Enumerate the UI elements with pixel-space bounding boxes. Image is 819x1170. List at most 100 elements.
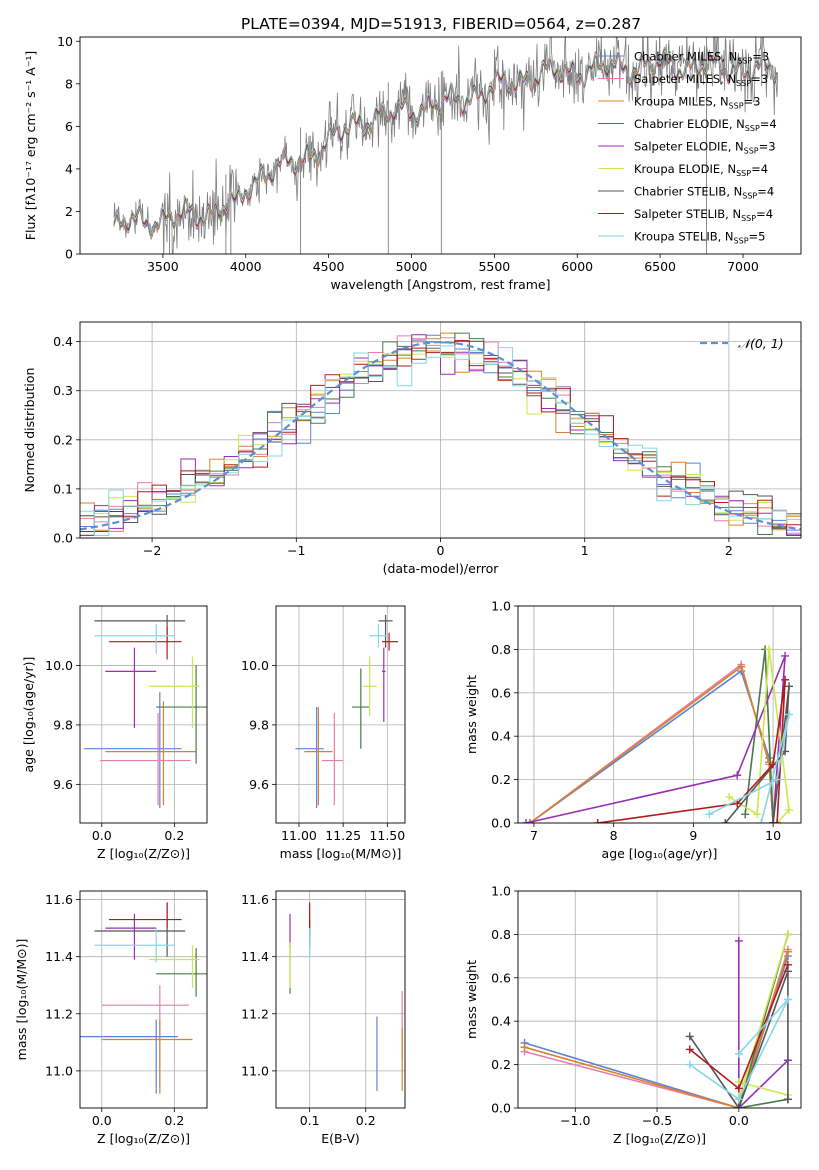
weight-marker: [685, 1032, 694, 1041]
age_vs_mass-plot-area: [295, 614, 398, 809]
errorbar-salpeter-stelib: [109, 902, 182, 929]
legend-entry-sub: SSP: [744, 147, 759, 156]
errorbar-chabrier-elodie: [351, 668, 370, 749]
legend-entry: Chabrier STELIB, NSSP=4: [634, 185, 774, 201]
x-tick-label: 11.00: [281, 828, 317, 843]
weight_vs_age-plot-area: [521, 645, 794, 823]
errorbar-kroupa-elodie: [148, 656, 200, 728]
legend-entry-sub: SSP: [741, 214, 756, 223]
errorbar-salpeter-miles: [321, 713, 344, 806]
weight-marker: [721, 819, 730, 823]
x-tick-label: 8: [610, 828, 618, 843]
y-tick-label: 9.8: [53, 717, 73, 732]
legend-entry-sub: SSP: [737, 57, 752, 66]
weight_vs_Z-xlabel: Z [log₁₀(Z/Z⊙)]: [613, 1131, 706, 1146]
errorbar-kroupa-stelib: [369, 623, 388, 648]
x-tick-label: −2: [143, 543, 161, 558]
y-tick-label: 9.6: [249, 777, 269, 792]
spectrum-plot-area: [113, 37, 778, 254]
weight-marker: [725, 792, 734, 801]
weight-marker: [783, 995, 792, 1004]
mass_vs_Z-ylabel: mass [log₁₀(M/M⊙)]: [14, 939, 29, 1061]
y-tick-label: 11.2: [45, 1006, 73, 1021]
weight-marker: [783, 960, 792, 969]
y-tick-label: 0.2: [53, 432, 73, 447]
errorbar-kroupa-stelib: [94, 928, 175, 963]
weight-line-kroupa-stelib: [685, 995, 792, 1104]
y-tick-label: 9.6: [53, 777, 73, 792]
x-tick-label: 4000: [230, 259, 262, 274]
weight-marker: [785, 682, 794, 691]
x-tick-label: 0.0: [92, 1113, 112, 1128]
weight-marker: [733, 771, 742, 780]
weight-path: [689, 998, 789, 1101]
x-tick-label: −0.5: [642, 1113, 672, 1128]
y-tick-label: 0.2: [491, 1057, 511, 1072]
weight-marker: [757, 819, 766, 823]
y-tick-label: 11.0: [241, 1063, 269, 1078]
x-tick-label: 0.0: [729, 1113, 749, 1128]
y-tick-label: 11.4: [241, 949, 269, 964]
legend-entry-name: Salpeter STELIB, N: [634, 207, 741, 221]
y-tick-label: 0.8: [491, 927, 511, 942]
age_vs_Z-ylabel: age [log₁₀(age/yr)]: [21, 657, 36, 773]
residuals-xlabel: (data-model)/error: [383, 561, 500, 576]
errorbar-kroupa-stelib: [94, 623, 175, 654]
weight-marker: [769, 819, 778, 823]
weight-marker: [685, 1060, 694, 1069]
legend-entry-count: =4: [760, 117, 777, 131]
mass_vs_ebv-plot-area: [289, 902, 403, 1091]
reference-legend-label: 𝒩(0, 1): [738, 336, 784, 351]
legend-entry-count: =3: [752, 50, 769, 64]
y-tick-label: 11.2: [241, 1006, 269, 1021]
residuals-ylabel: Normed distribution: [22, 368, 37, 493]
weight-marker: [685, 1045, 694, 1054]
errorbar-kroupa-elodie: [148, 945, 200, 989]
legend-entry: Kroupa STELIB, NSSP=5: [634, 230, 765, 246]
weight-marker: [783, 930, 792, 939]
x-tick-label: 2: [725, 543, 733, 558]
weight_vs_age-xlabel: age [log₁₀(age/yr)]: [602, 846, 718, 861]
x-tick-label: 5500: [478, 259, 510, 274]
y-tick-label: 10.0: [45, 658, 73, 673]
legend-entry-sub: SSP: [734, 237, 749, 246]
mass_vs_ebv-panel: 0.1 0.2 11.0 11.2 11.4 11.6 E(B-V): [241, 890, 406, 1146]
y-tick-label: 10.0: [241, 658, 269, 673]
legend-entry-name: Salpeter MILES, N: [634, 72, 736, 86]
weight_vs_age-frame: [517, 605, 802, 824]
spectrum-frame: [79, 36, 802, 255]
mass_vs_Z-xlabel: Z [log₁₀(Z/Z⊙)]: [97, 1131, 190, 1146]
weight-path: [738, 940, 789, 1108]
weight-line-salpeter-stelib: [685, 960, 792, 1093]
y-tick-label: 11.4: [45, 949, 73, 964]
legend-entry: Chabrier ELODIE, NSSP=4: [634, 117, 777, 133]
weight-marker: [734, 936, 743, 945]
x-tick-label: 0.2: [356, 1113, 376, 1128]
x-tick-label: 10: [765, 828, 781, 843]
x-tick-label: −1.0: [560, 1113, 590, 1128]
x-tick-label: 7: [530, 828, 538, 843]
legend-entry: Salpeter MILES, NSSP=3: [634, 72, 768, 88]
age_vs_Z-panel: 0.0 0.2 9.6 9.8 10.0 Z [log₁₀(Z/Z⊙)] age [log₁…: [21, 605, 208, 861]
legend-entry: Salpeter ELODIE, NSSP=3: [634, 140, 776, 156]
y-tick-label: 11.0: [45, 1063, 73, 1078]
residuals-panel: −2 −1 0 1 2 0.0 0.1 0.2 0.3 0.4 (data-model)/error…: [22, 321, 802, 576]
errorbar-chabrier-miles: [295, 707, 324, 809]
mass_vs_ebv-xlabel: E(B-V): [321, 1131, 360, 1146]
normal-reference-curve: [80, 341, 801, 531]
weight-path: [737, 934, 789, 1108]
y-tick-label: 0.1: [53, 481, 73, 496]
x-tick-label: 3500: [147, 259, 179, 274]
weight-line-salpeter-elodie: [521, 651, 790, 823]
legend-entry-count: =4: [756, 207, 773, 221]
spectrum-ylabel: Flux [fλ10⁻¹⁷ erg cm⁻² s⁻¹ A⁻¹]: [23, 51, 38, 240]
mass_vs_Z-panel: 0.0 0.2 11.0 11.2 11.4 11.6 Z [log₁₀(Z/Z⊙)] mas…: [14, 890, 208, 1146]
weight-marker: [765, 645, 774, 654]
x-tick-label: 6500: [644, 259, 676, 274]
weight-marker: [781, 675, 790, 684]
legend-entry: Kroupa ELODIE, NSSP=4: [634, 162, 768, 178]
legend-entry-sub: SSP: [736, 169, 751, 178]
errorbar-salpeter-stelib: [382, 632, 398, 651]
legend-entry-name: Kroupa STELIB, N: [634, 230, 734, 244]
